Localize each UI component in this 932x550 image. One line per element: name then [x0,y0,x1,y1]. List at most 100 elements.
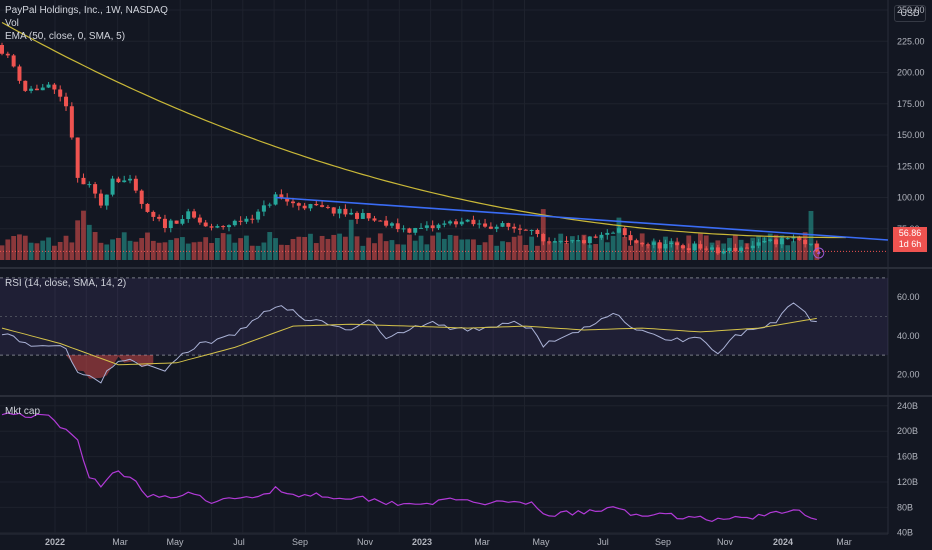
volume-bar [308,233,313,260]
ema-legend[interactable]: EMA (50, close, 0, SMA, 5) [5,31,126,42]
volume-legend[interactable]: Vol [5,18,19,29]
candle-body [29,88,34,91]
volume-bar [535,245,540,260]
candle-body [64,96,69,107]
candle-body [145,203,150,212]
volume-bar [767,233,773,260]
volume-bar [628,245,633,260]
candle-body [791,237,796,239]
candle-body [174,220,179,224]
candle-body [87,184,92,186]
candle-body [762,240,767,243]
bar-countdown: 1d 6h [898,239,922,249]
volume-bar [127,240,133,260]
volume-bar [133,241,139,260]
candle-body [343,208,348,215]
volume-bar [581,234,587,260]
candle-body [209,226,214,228]
volume-bar [633,240,639,260]
rsi-legend[interactable]: RSI (14, close, SMA, 14, 2) [5,278,127,289]
volume-bar [552,241,558,260]
candle-body [587,236,592,244]
volume-bar [17,234,22,260]
mktcap-legend[interactable]: Mkt cap [5,406,41,417]
candle-body [535,229,540,235]
last-price-tag: 56.86 1d 6h [893,227,927,252]
mktcap-line [1,412,817,523]
candle-body [58,89,63,97]
candle-body [442,223,447,225]
volume-bar [46,237,51,260]
candle-body [459,221,464,225]
volume-bar [75,220,81,260]
time-tick-label: Nov [357,537,374,547]
candle-body [93,184,98,194]
volume-bar [622,236,628,260]
candle-body [628,235,633,241]
volume-bar [465,239,470,260]
volume-bar [424,244,430,260]
rsi-tick-label: 60.00 [897,292,920,302]
candle-body [40,87,45,91]
lightning-icon-ring [813,247,825,259]
price-tick-label: 150.00 [897,130,925,140]
volume-bar [180,237,185,260]
volume-bar [785,245,791,260]
candle-body [477,223,482,225]
volume-bar [610,235,616,260]
volume-series [0,209,820,260]
lightning-icon-bolt [816,249,821,257]
candle-body [512,226,517,229]
candle-body [17,66,22,81]
volume-bar [645,245,651,260]
candle-body [663,243,668,249]
candle-body [157,216,162,219]
candle-series [0,42,819,255]
volume-bar [121,232,127,260]
candle-body [360,212,365,219]
volume-bar [220,233,226,260]
volume-bar [569,236,575,260]
candle-body [634,240,639,243]
trendline [275,196,889,241]
candle-body [267,204,272,206]
candle-body [384,220,389,226]
candle-body [296,203,301,206]
candle-body [424,225,429,228]
candle-body [389,223,394,226]
volume-bar [337,233,342,260]
time-tick-label: Mar [112,537,128,547]
rsi-tick-label: 40.00 [897,331,920,341]
price-tick-label: 250.00 [897,5,925,15]
volume-bar [395,244,401,260]
candle-body [366,212,371,219]
volume-bar [459,239,465,260]
candle-body [774,239,779,245]
volume-bar [81,210,86,260]
volume-bar [680,245,686,260]
candle-body [192,211,197,218]
volume-bar [511,236,517,260]
volume-bar [69,242,75,260]
candle-body [52,84,57,90]
volume-bar [290,239,296,260]
candle-body [582,240,586,244]
candle-body [81,177,86,185]
time-tick-label: Jul [597,537,609,547]
candle-body [547,241,552,243]
volume-bar [174,238,179,260]
candle-body [704,248,709,250]
candle-body [355,212,360,219]
candle-body [646,244,651,246]
price-tick-label: 125.00 [897,161,925,171]
candle-body [756,242,761,246]
candle-body [197,217,202,223]
currency-button[interactable]: USD [894,5,926,22]
volume-bar [11,236,17,260]
candle-body [419,227,424,229]
candle-body [291,201,295,204]
volume-bar [494,245,500,260]
chart-title[interactable]: PayPal Holdings, Inc., 1W, NASDAQ [5,5,168,16]
volume-bar [0,245,5,260]
